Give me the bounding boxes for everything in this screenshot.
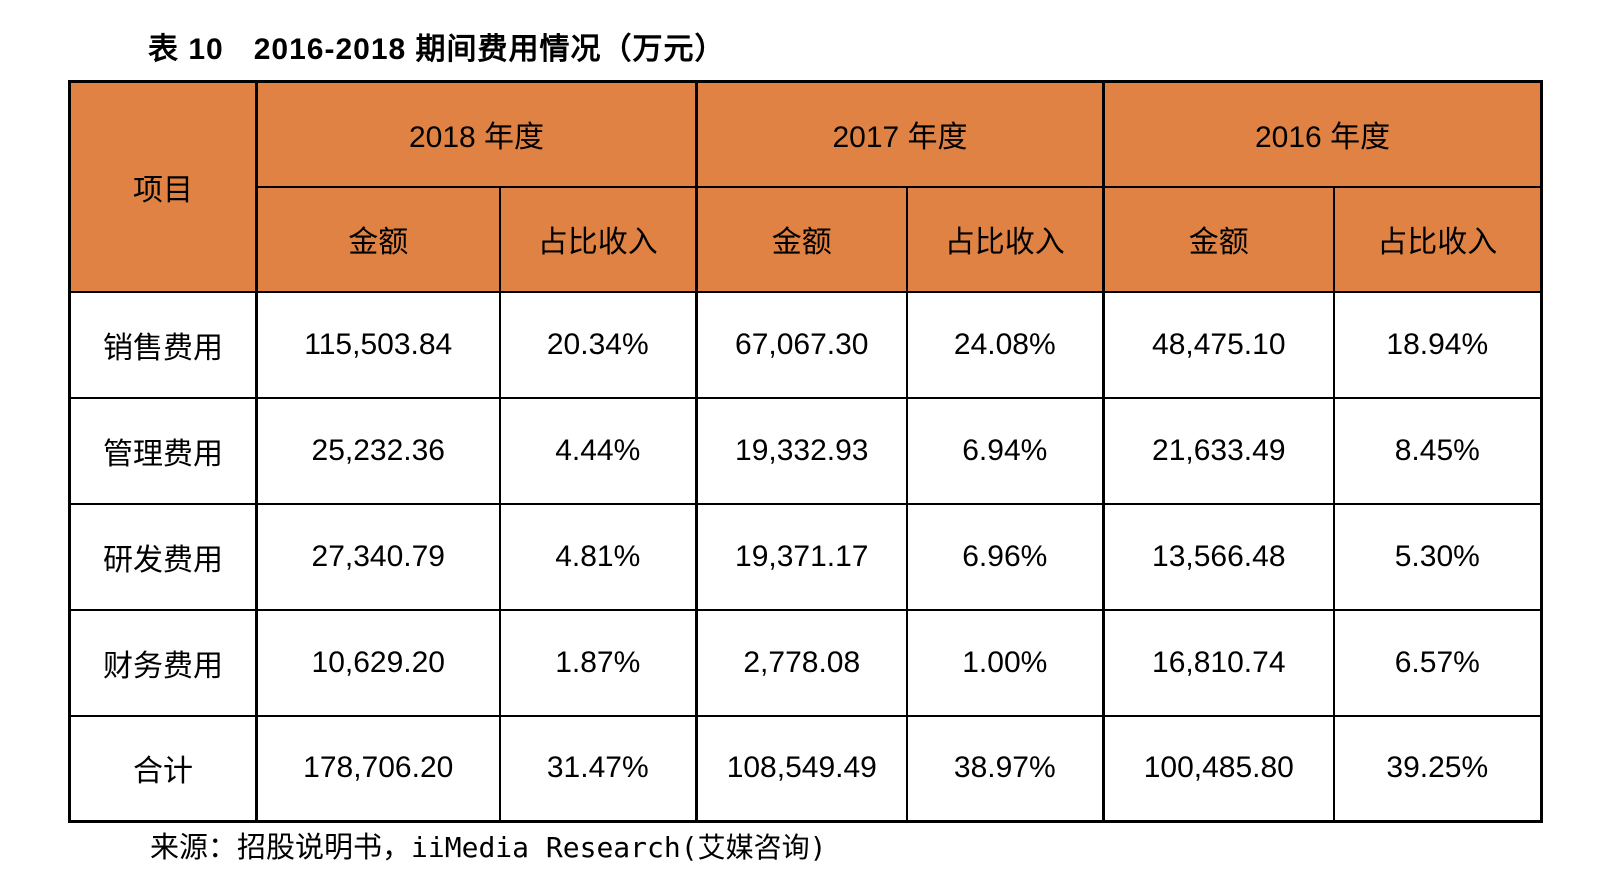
table-row-total: 合计 178,706.20 31.47% 108,549.49 38.97% 1… bbox=[68, 714, 1543, 823]
row-label: 财务费用 bbox=[68, 608, 258, 717]
header-ratio-2016: 占比收入 bbox=[1332, 185, 1543, 293]
cell-2018-ratio: 4.81% bbox=[498, 502, 698, 611]
table-number-label: 表 10 bbox=[148, 33, 224, 66]
cell-2016-ratio: 39.25% bbox=[1332, 714, 1543, 823]
cell-2016-amount: 100,485.80 bbox=[1102, 714, 1335, 823]
cell-2017-amount: 2,778.08 bbox=[695, 608, 908, 717]
cell-2016-ratio: 18.94% bbox=[1332, 290, 1543, 399]
cell-2016-ratio: 8.45% bbox=[1332, 396, 1543, 505]
header-amount-2017: 金额 bbox=[695, 185, 908, 293]
row-label: 研发费用 bbox=[68, 502, 258, 611]
header-year-2018: 2018 年度 bbox=[254, 80, 698, 188]
cell-2017-ratio: 24.08% bbox=[905, 290, 1105, 399]
source-prefix: 来源：招股说明书， bbox=[150, 832, 412, 864]
table-row-rd-expense: 研发费用 27,340.79 4.81% 19,371.17 6.96% 13,… bbox=[68, 502, 1543, 611]
expense-table: 项目 2018 年度 2017 年度 2016 年度 金额 占比收入 金额 占比… bbox=[68, 80, 1544, 823]
cell-2016-amount: 13,566.48 bbox=[1102, 502, 1335, 611]
table-title-text: 2016-2018 期间费用情况（万元） bbox=[253, 33, 726, 66]
cell-2017-ratio: 6.96% bbox=[905, 502, 1105, 611]
cell-2018-amount: 10,629.20 bbox=[255, 608, 501, 717]
cell-2017-amount: 67,067.30 bbox=[695, 290, 908, 399]
source-agency: iiMedia Research(艾媒咨询) bbox=[411, 831, 827, 864]
header-item: 项目 bbox=[68, 80, 258, 293]
header-year-2016: 2016 年度 bbox=[1102, 80, 1543, 188]
cell-2018-ratio: 1.87% bbox=[498, 608, 698, 717]
row-label: 合计 bbox=[68, 714, 258, 823]
cell-2016-amount: 21,633.49 bbox=[1102, 396, 1335, 505]
header-ratio-2017: 占比收入 bbox=[905, 185, 1105, 293]
cell-2017-ratio: 1.00% bbox=[905, 608, 1105, 717]
table-title: 表 10 2016-2018 期间费用情况（万元） bbox=[148, 24, 726, 68]
cell-2018-amount: 115,503.84 bbox=[255, 290, 501, 399]
cell-2016-amount: 48,475.10 bbox=[1102, 290, 1335, 399]
table-row-sales-expense: 销售费用 115,503.84 20.34% 67,067.30 24.08% … bbox=[68, 290, 1543, 399]
cell-2018-amount: 27,340.79 bbox=[255, 502, 501, 611]
cell-2018-ratio: 20.34% bbox=[498, 290, 698, 399]
header-year-2017: 2017 年度 bbox=[695, 80, 1105, 188]
header-row-subcolumns: 金额 占比收入 金额 占比收入 金额 占比收入 bbox=[70, 185, 1543, 293]
cell-2018-ratio: 4.44% bbox=[498, 396, 698, 505]
source-note: 来源：招股说明书，iiMedia Research(艾媒咨询) bbox=[150, 824, 826, 866]
cell-2016-ratio: 5.30% bbox=[1332, 502, 1543, 611]
header-amount-2018: 金额 bbox=[255, 185, 501, 293]
cell-2017-amount: 19,332.93 bbox=[695, 396, 908, 505]
cell-2017-amount: 108,549.49 bbox=[695, 714, 908, 823]
cell-2017-amount: 19,371.17 bbox=[695, 502, 908, 611]
cell-2018-amount: 25,232.36 bbox=[255, 396, 501, 505]
header-amount-2016: 金额 bbox=[1102, 185, 1335, 293]
cell-2018-ratio: 31.47% bbox=[498, 714, 698, 823]
header-row-years: 项目 2018 年度 2017 年度 2016 年度 bbox=[68, 80, 1543, 293]
table-row-admin-expense: 管理费用 25,232.36 4.44% 19,332.93 6.94% 21,… bbox=[68, 396, 1543, 505]
cell-2018-amount: 178,706.20 bbox=[255, 714, 501, 823]
cell-2016-ratio: 6.57% bbox=[1332, 608, 1543, 717]
table-row-finance-expense: 财务费用 10,629.20 1.87% 2,778.08 1.00% 16,8… bbox=[68, 608, 1543, 717]
cell-2017-ratio: 38.97% bbox=[905, 714, 1105, 823]
cell-2017-ratio: 6.94% bbox=[905, 396, 1105, 505]
row-label: 销售费用 bbox=[68, 290, 258, 399]
header-ratio-2018: 占比收入 bbox=[498, 185, 698, 293]
row-label: 管理费用 bbox=[68, 396, 258, 505]
cell-2016-amount: 16,810.74 bbox=[1102, 608, 1335, 717]
